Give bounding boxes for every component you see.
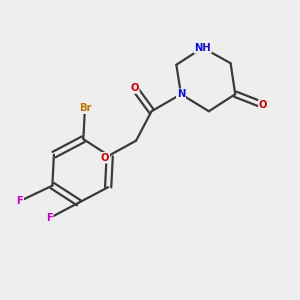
Text: O: O [101, 153, 109, 163]
Text: NH: NH [194, 43, 211, 53]
Text: N: N [177, 89, 185, 99]
Text: Br: Br [79, 103, 91, 113]
Text: O: O [130, 83, 139, 93]
Text: F: F [46, 213, 52, 223]
Text: F: F [16, 196, 23, 206]
Text: O: O [259, 100, 267, 110]
